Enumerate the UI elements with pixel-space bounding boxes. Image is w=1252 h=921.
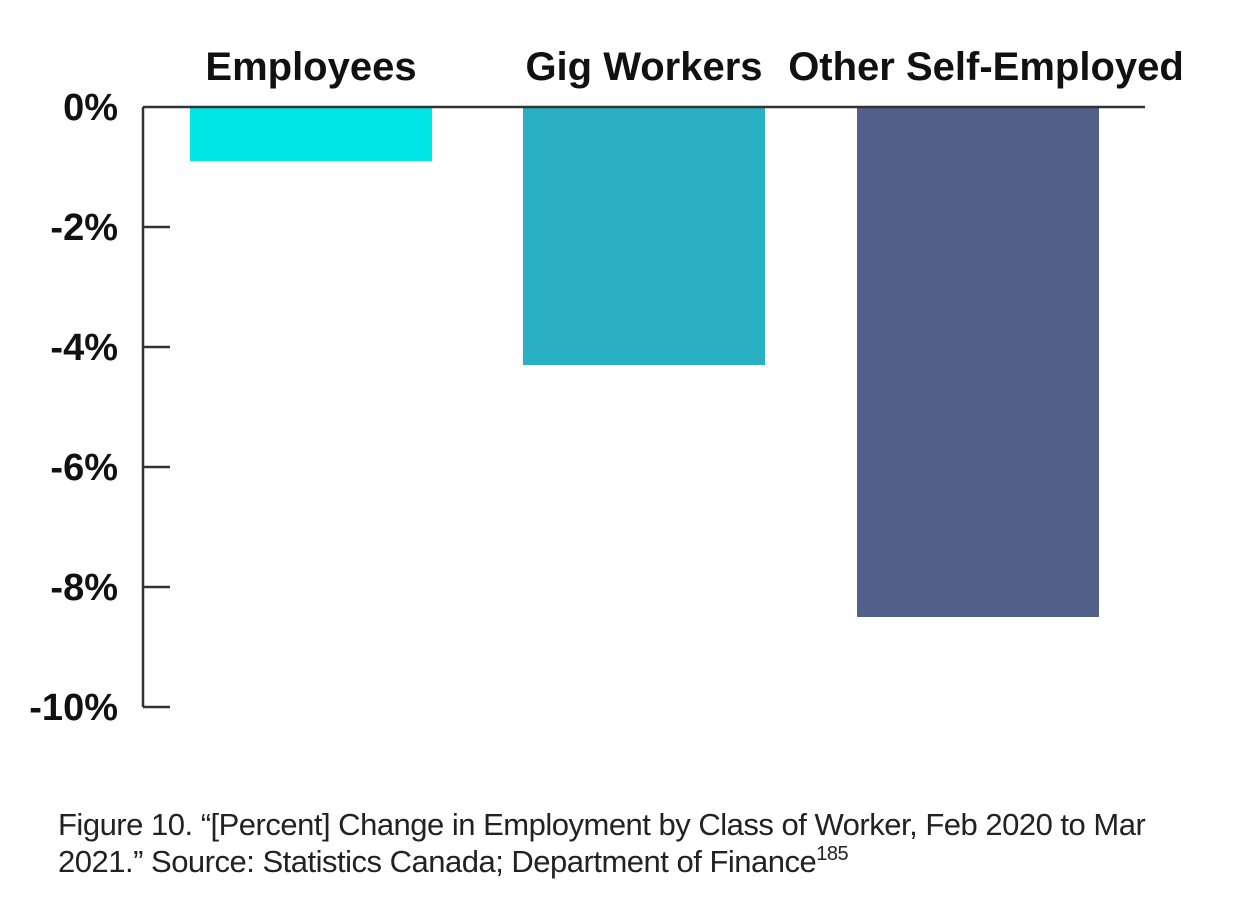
bars [190,107,1099,617]
category-label-employees: Employees [205,45,416,89]
y-tick-label: 0% [63,87,118,129]
y-tick-label: -10% [29,687,118,729]
category-label-gig-workers: Gig Workers [525,45,762,89]
bar-other-self-employed [857,107,1099,617]
category-labels: Employees Gig Workers Other Self-Employe… [205,45,1183,89]
figure-caption: Figure 10. “[Percent] Change in Employme… [58,806,1178,880]
y-tick-label: -8% [50,567,118,609]
bar-employees [190,107,432,161]
bar-gig-workers [523,107,765,365]
y-tick-label: -6% [50,447,118,489]
axes [141,105,1145,707]
y-tick-label: -2% [50,207,118,249]
caption-text: Figure 10. “[Percent] Change in Employme… [58,807,1146,879]
category-label-other-self-employed: Other Self-Employed [788,45,1184,89]
y-tick-label: -4% [50,327,118,369]
y-ticks: 0% -2% -4% -6% -8% -10% [29,87,170,729]
caption-footnote: 185 [816,843,849,865]
bar-chart: Employees Gig Workers Other Self-Employe… [29,45,1184,729]
